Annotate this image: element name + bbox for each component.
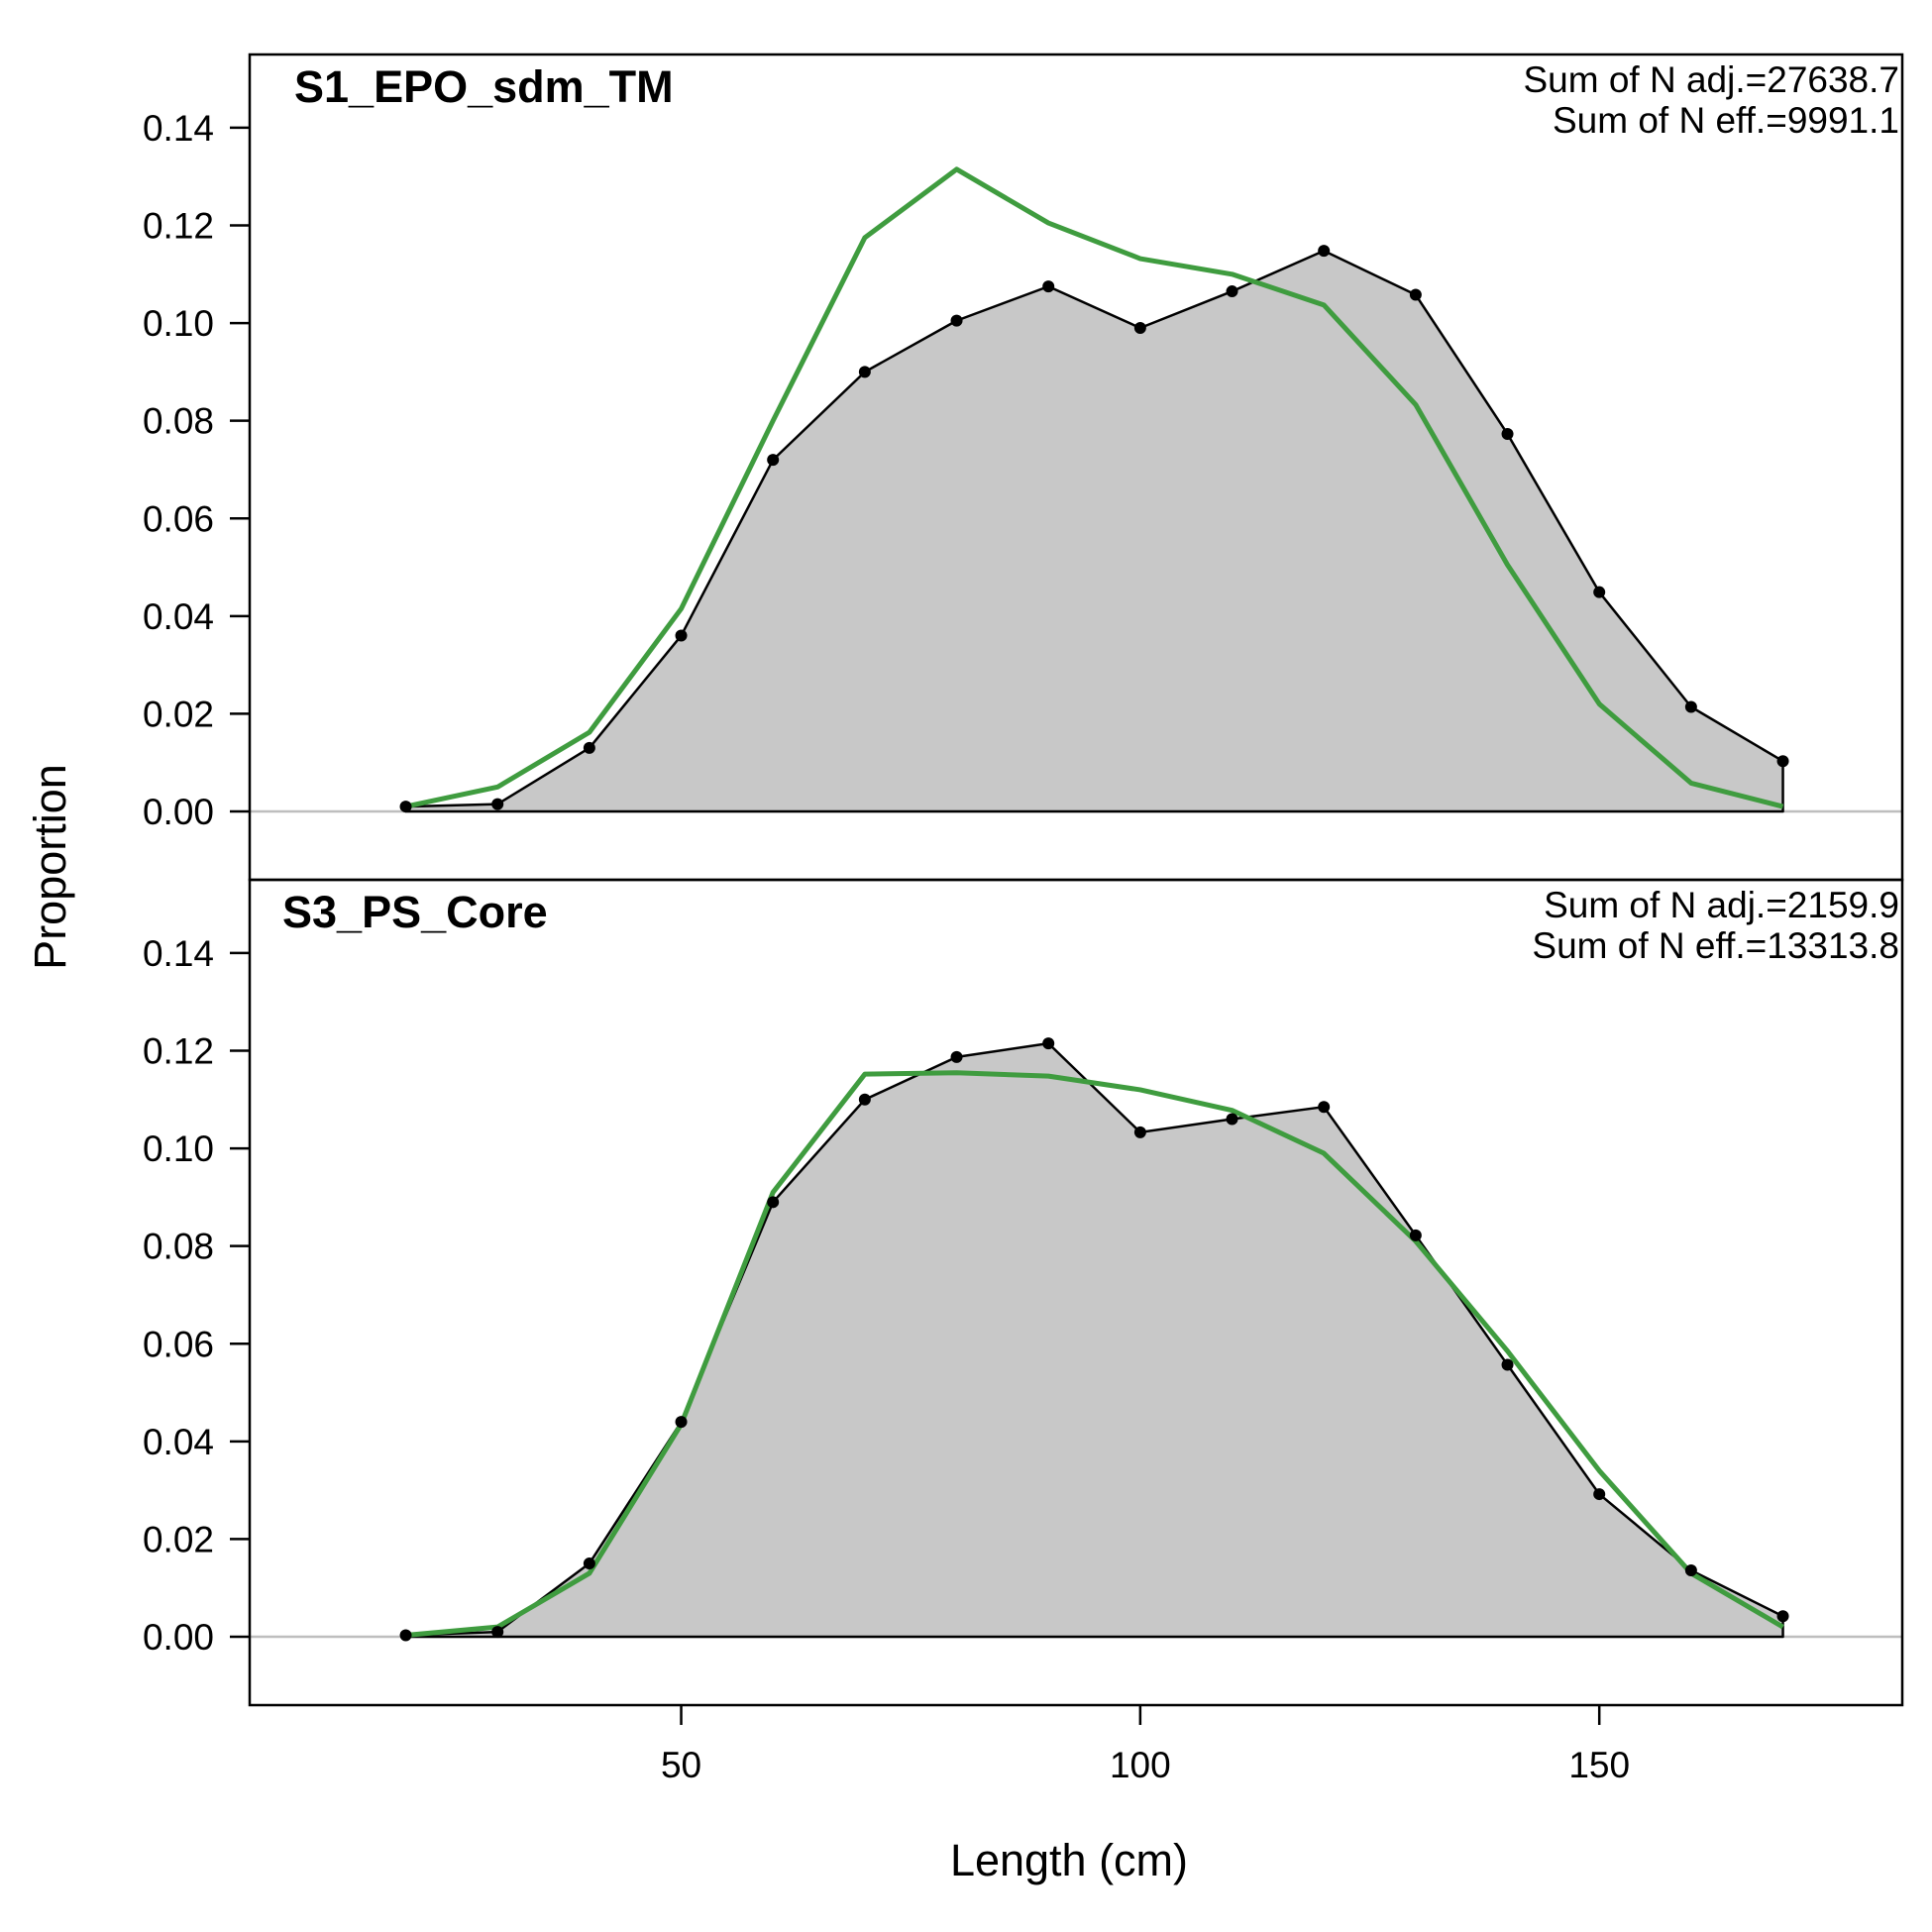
panel-s1-epo-sdm-tm: 0.00 0.02 0.04 0.06 0.08 0.10 0.12 0.14 S1_EPO_s… <box>143 53 1904 882</box>
panel-2-observed-point <box>491 1626 504 1639</box>
panel-1-observed-point <box>1133 322 1146 335</box>
panel-2-observed-point <box>675 1416 688 1429</box>
panel-1-annotation: Sum of N eff.=9991.1 <box>1553 100 1899 141</box>
panel-s3-ps-core: 0.00 0.02 0.04 0.06 0.08 0.10 0.12 0.14 S3_PS_Co… <box>143 878 1904 1707</box>
panel-1-observed-point <box>1684 700 1697 713</box>
panel-2-observed-point <box>399 1629 412 1642</box>
panel-1-y-tick-label: 0.04 <box>143 596 214 637</box>
panel-2-y-tick-label: 0.10 <box>143 1128 214 1169</box>
panel-2-annotation: Sum of N adj.=2159.9 <box>1544 885 1899 925</box>
panel-1-observed-point <box>1226 285 1238 298</box>
panel-2-y-tick-label: 0.04 <box>143 1422 214 1462</box>
panel-2-observed-point <box>1776 1610 1789 1623</box>
panel-2-observed-point <box>858 1093 871 1106</box>
x-axis: 50 100 150 <box>661 1705 1630 1785</box>
panel-1-title: S1_EPO_sdm_TM <box>294 61 674 112</box>
panel-1-observed-point <box>491 798 504 810</box>
panel-1-observed-point <box>1318 245 1331 258</box>
panel-2-y-tick-label: 0.00 <box>143 1617 214 1658</box>
panel-2-annotation: Sum of N eff.=13313.8 <box>1532 925 1899 966</box>
panel-1-y-tick-label: 0.08 <box>143 401 214 442</box>
x-tick-label: 50 <box>661 1745 701 1785</box>
panel-2-y-tick-label: 0.12 <box>143 1031 214 1072</box>
panel-2-observed-point <box>1593 1488 1606 1501</box>
x-tick-label: 100 <box>1110 1745 1171 1785</box>
panel-2-observed-point <box>1409 1229 1422 1241</box>
panel-1-observed-point <box>1593 586 1606 598</box>
panel-2-observed-point <box>1318 1101 1331 1114</box>
panel-1-observed-point <box>1501 427 1514 440</box>
panel-2-expected-line <box>405 1070 1784 1639</box>
panel-2-observed-point <box>767 1196 780 1209</box>
panel-2-observed-point <box>1042 1037 1055 1050</box>
panel-2-observed-point <box>1226 1113 1238 1126</box>
panel-2-y-tick-label: 0.08 <box>143 1227 214 1267</box>
x-tick-label: 150 <box>1568 1745 1630 1785</box>
panel-1-y-tick-label: 0.12 <box>143 206 214 247</box>
panel-1-y-tick-label: 0.06 <box>143 498 214 539</box>
panel-1-observed-point <box>399 801 412 813</box>
panel-1-observed-point <box>675 629 688 642</box>
panel-2-title: S3_PS_Core <box>282 887 548 937</box>
panel-1-y-tick-label: 0.10 <box>143 303 214 344</box>
panel-2-y-tick-label: 0.06 <box>143 1324 214 1364</box>
panel-1-observed-point <box>1776 755 1789 768</box>
panel-1-annotation: Sum of N adj.=27638.7 <box>1523 59 1899 100</box>
panel-1-observed-point <box>858 366 871 378</box>
panel-2-observed-point <box>950 1050 963 1063</box>
panel-1-observed-point <box>1042 280 1055 293</box>
panel-2-observed-point <box>583 1557 595 1570</box>
panel-2-observed-point <box>1133 1126 1146 1138</box>
panel-1-observed-point <box>1409 288 1422 301</box>
panel-2-observed-point <box>1501 1358 1514 1371</box>
panel-2-y-tick-label: 0.02 <box>143 1519 214 1559</box>
panel-1-observed-area <box>404 249 1784 813</box>
panel-2-observed-area <box>404 1041 1784 1639</box>
panel-2-observed-point <box>1684 1563 1697 1576</box>
panel-1-y-tick-label: 0.02 <box>143 694 214 734</box>
panel-1-expected-line <box>405 166 1784 809</box>
panel-2-y-tick-label: 0.14 <box>143 933 214 974</box>
panel-2-frame <box>248 878 1904 1707</box>
x-axis-title: Length (cm) <box>950 1835 1188 1885</box>
panel-1-y-tick-label: 0.14 <box>143 108 214 149</box>
panel-1-observed-point <box>950 314 963 327</box>
panel-1-observed-point <box>583 741 595 754</box>
y-axis-title: Proportion <box>25 764 75 970</box>
panel-1-observed-point <box>767 454 780 467</box>
panel-1-y-tick-label: 0.00 <box>143 792 214 832</box>
